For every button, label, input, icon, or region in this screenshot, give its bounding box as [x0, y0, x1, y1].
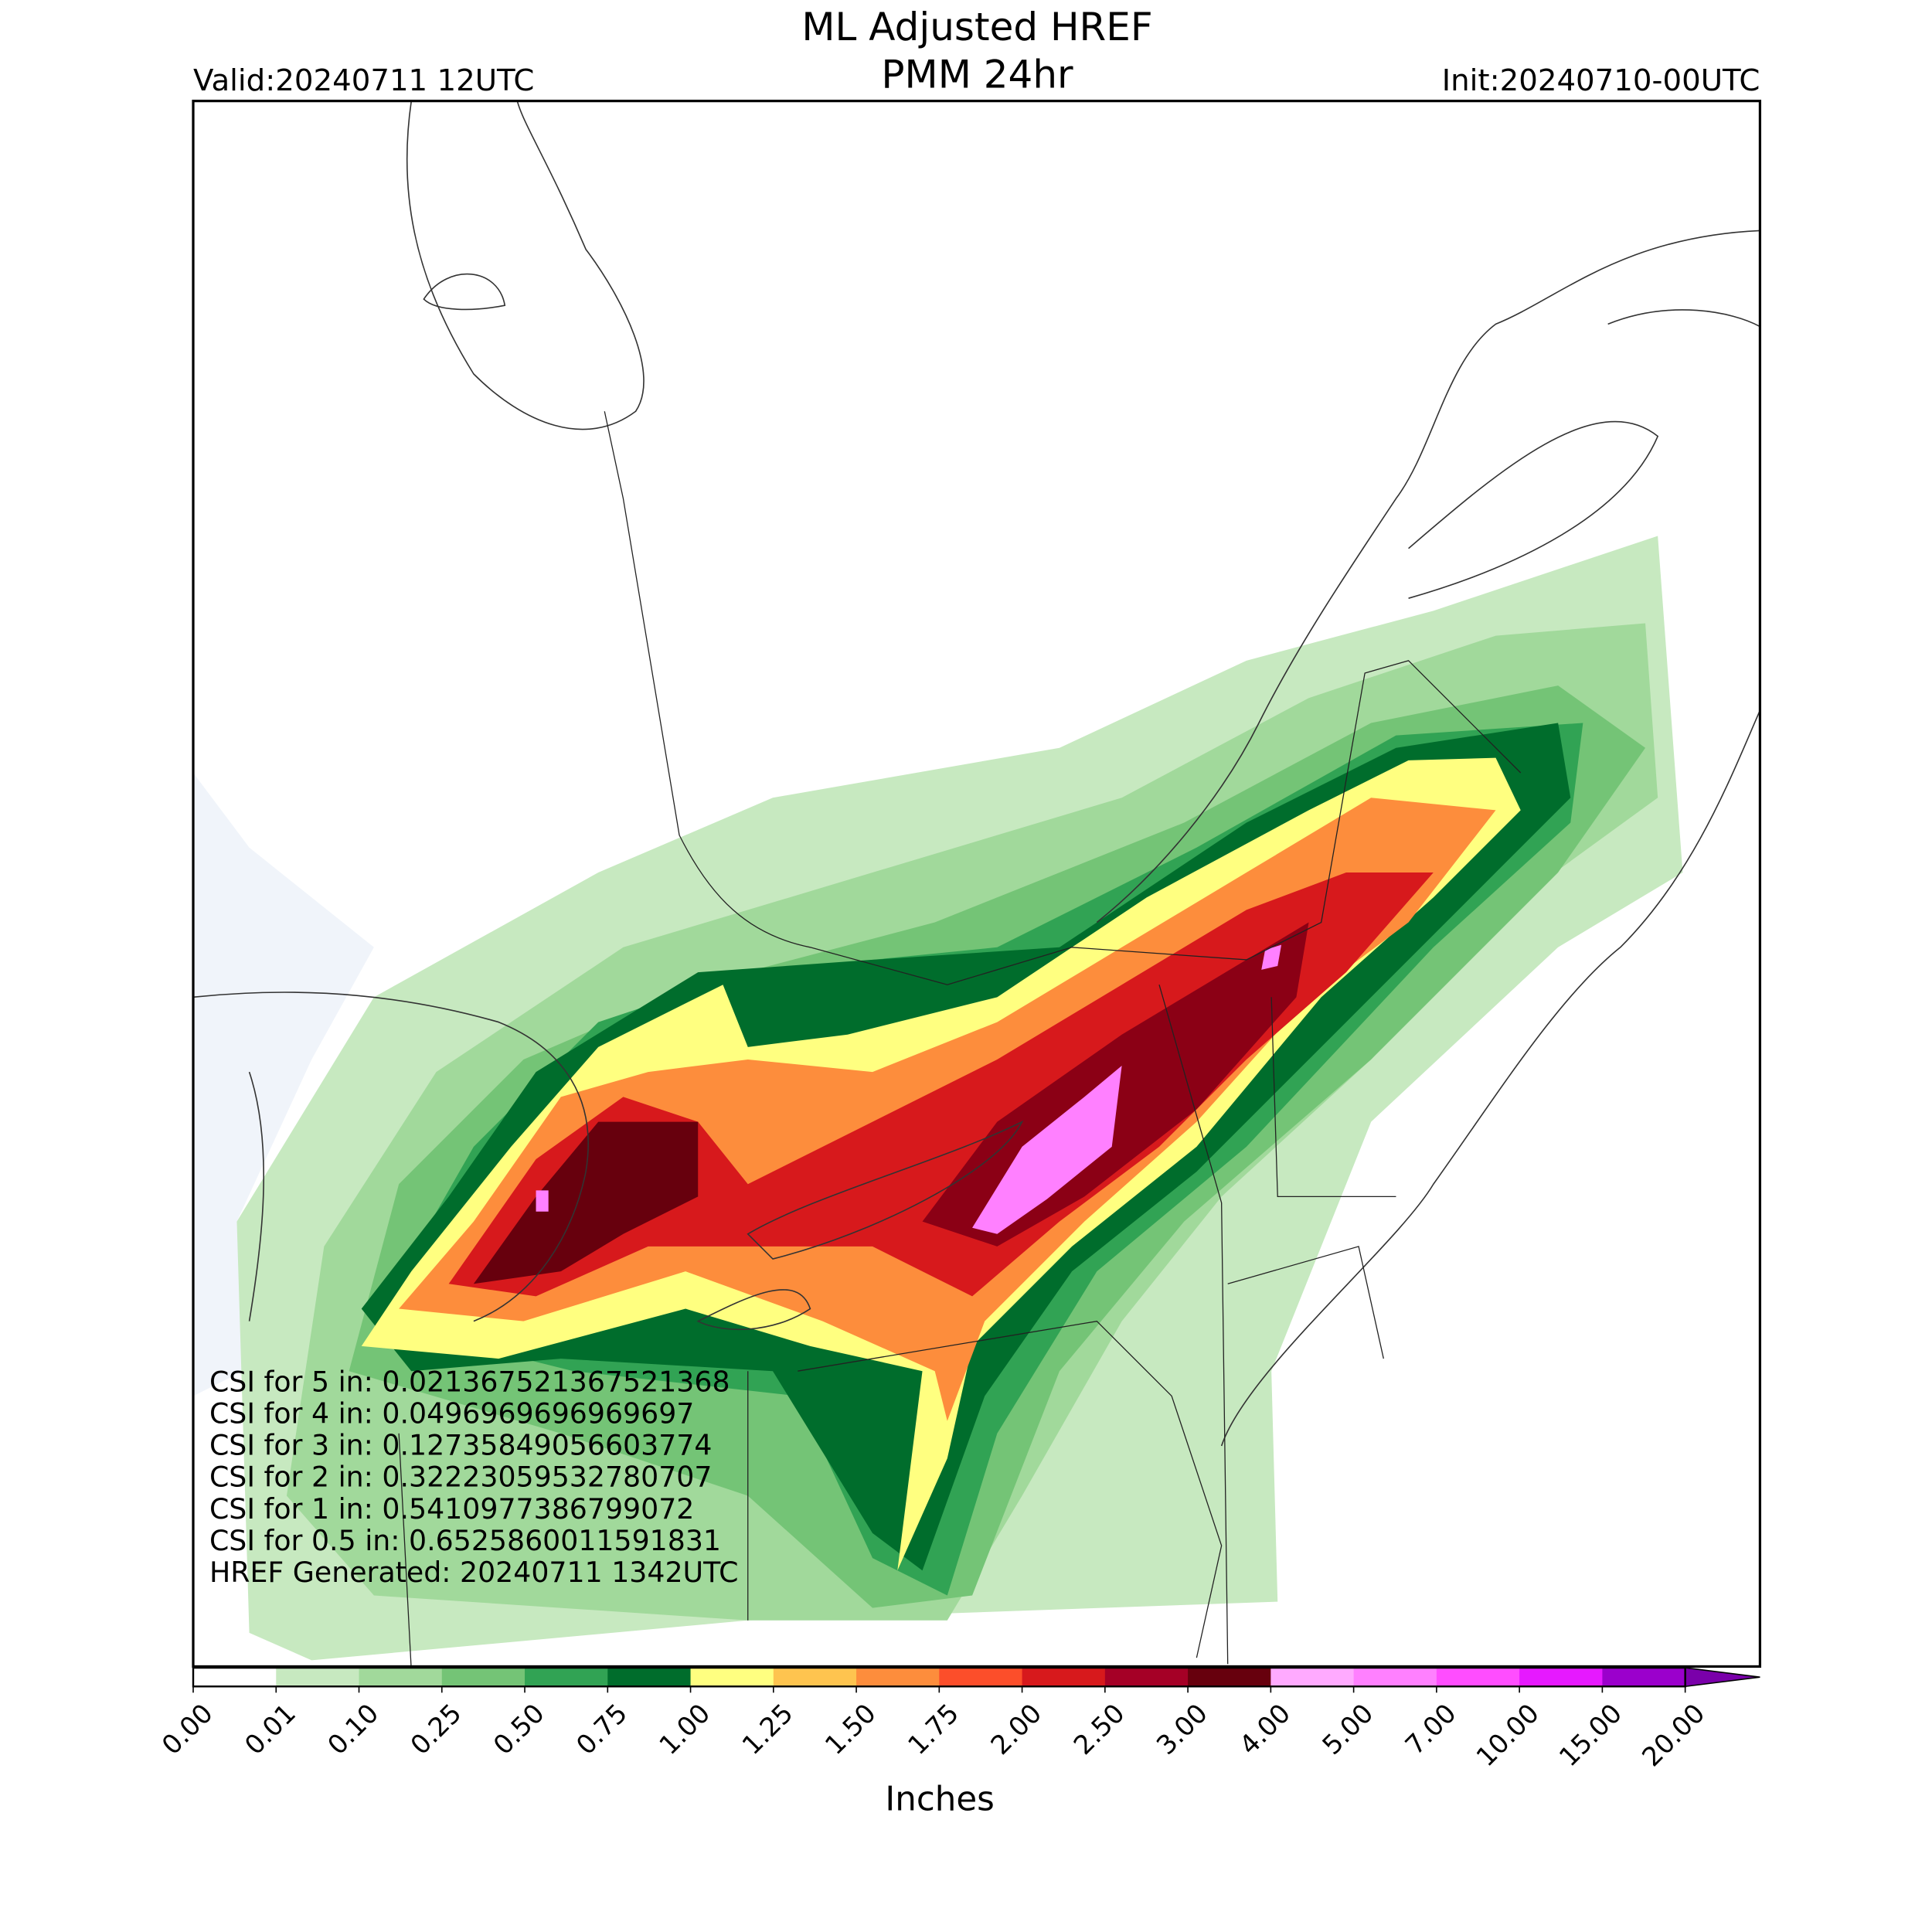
colorbar-segment: [773, 1668, 857, 1687]
map-frame: [192, 100, 1762, 1668]
colorbar-segment: [1022, 1668, 1106, 1687]
coastline: [192, 992, 589, 1322]
colorbar-tick-label: 1.25: [736, 1698, 799, 1760]
colorbar-tick-label: 0.00: [156, 1698, 219, 1760]
colorbar-tick-label: 2.50: [1068, 1698, 1131, 1760]
colorbar-tick-label: 0.75: [570, 1698, 633, 1760]
colorbar-segment: [525, 1668, 609, 1687]
colorbar-extension: [1684, 1667, 1760, 1688]
colorbar-segment: [690, 1668, 774, 1687]
csi-annotation: CSI for 5 in: 0.021367521367521368: [209, 1365, 730, 1398]
csi-annotation: CSI for 3 in: 0.12735849056603774: [209, 1429, 713, 1462]
border: [604, 411, 1522, 985]
colorbar-tick-label: 0.01: [239, 1698, 301, 1760]
colorbar-tick-label: 1.75: [902, 1698, 964, 1760]
coastline: [1096, 230, 1760, 923]
init-time: Init:20240710-00UTC: [1442, 63, 1760, 98]
precip-4-00: [972, 1066, 1122, 1234]
colorbar-segment: [1270, 1668, 1355, 1687]
colorbar-segment: [607, 1668, 692, 1687]
precip-field: [236, 536, 1683, 1661]
colorbar-tick-label: 0.10: [321, 1698, 384, 1760]
subtitle: PMM 24hr: [881, 53, 1073, 97]
border: [398, 985, 1396, 1671]
colorbar-tick-label: 1.50: [819, 1698, 882, 1760]
precip-4-00: [1261, 944, 1282, 970]
colorbar-tick-label: 3.00: [1151, 1698, 1213, 1760]
colorbar-segment: [441, 1668, 526, 1687]
csi-annotation: CSI for 1 in: 0.5410977386799072: [209, 1492, 694, 1526]
colorbar-tick-label: 7.00: [1400, 1698, 1462, 1760]
colorbar-segment: [276, 1668, 360, 1687]
precip-4-00: [536, 1190, 549, 1212]
colorbar-segment: [1602, 1668, 1686, 1687]
colorbar-tick-label: 0.50: [488, 1698, 550, 1760]
boundaries: [192, 100, 1761, 1671]
colorbar-segment: [1104, 1668, 1189, 1687]
colorbar-segment: [1188, 1668, 1272, 1687]
colorbar-tick-label: 5.00: [1317, 1698, 1379, 1760]
precip-3-00: [473, 1121, 699, 1284]
colorbar-segment: [359, 1668, 443, 1687]
lake-shore: [696, 1120, 1024, 1331]
colorbar-tick-label: 0.25: [405, 1698, 468, 1760]
colorbar: 0.00 0.01 0.10 0.25 0.50 0.75 1.00 1.25 1.50 1.75…: [156, 1666, 1760, 1772]
colorbar-tick-label: 20.00: [1636, 1698, 1710, 1772]
colorbar-segment: [856, 1668, 940, 1687]
coastline: [1408, 309, 1760, 599]
lakes: [193, 773, 374, 1396]
colorbar-tick-label: 15.00: [1553, 1698, 1628, 1772]
csi-annotation: CSI for 0.5 in: 0.6525860011591831: [209, 1524, 721, 1557]
colorbar-tick-label: 2.00: [985, 1698, 1048, 1760]
colorbar-tick-label: 4.00: [1233, 1698, 1296, 1760]
csi-annotation: CSI for 2 in: 0.32223059532780707: [209, 1461, 713, 1494]
valid-time: Valid:20240711 12UTC: [193, 63, 534, 98]
colorbar-segment: [1353, 1668, 1437, 1687]
csi-annotation: HREF Generated: 20240711 1342UTC: [209, 1556, 739, 1589]
coastline: [406, 100, 645, 430]
colorbar-segment: [1519, 1668, 1604, 1687]
csi-annotation: CSI for 4 in: 0.0496969696969697: [209, 1396, 694, 1430]
colorbar-segment: [193, 1668, 277, 1687]
colorbar-tick-label: 1.00: [654, 1698, 716, 1760]
colorbar-label: Inches: [885, 1781, 994, 1819]
colorbar-segment: [939, 1668, 1023, 1687]
coastline: [1220, 710, 1761, 1447]
colorbar-segment: [1436, 1668, 1520, 1687]
coastline: [423, 273, 506, 311]
title: ML Adjusted HREF: [801, 5, 1152, 49]
colorbar-tick-label: 10.00: [1471, 1698, 1545, 1772]
